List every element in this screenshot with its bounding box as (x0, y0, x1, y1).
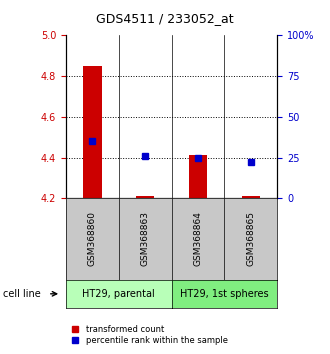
Text: HT29, parental: HT29, parental (82, 289, 155, 299)
Text: GSM368865: GSM368865 (246, 211, 255, 267)
Bar (136, 196, 154, 198)
Bar (189, 155, 207, 198)
Text: cell line: cell line (3, 289, 41, 299)
Bar (242, 196, 260, 198)
Text: GSM368864: GSM368864 (193, 211, 203, 267)
Text: HT29, 1st spheres: HT29, 1st spheres (180, 289, 269, 299)
Text: GSM368863: GSM368863 (141, 211, 150, 267)
Text: GDS4511 / 233052_at: GDS4511 / 233052_at (96, 12, 234, 25)
Bar (83, 66, 102, 198)
Text: GSM368860: GSM368860 (88, 211, 97, 267)
Legend: transformed count, percentile rank within the sample: transformed count, percentile rank withi… (64, 322, 231, 348)
